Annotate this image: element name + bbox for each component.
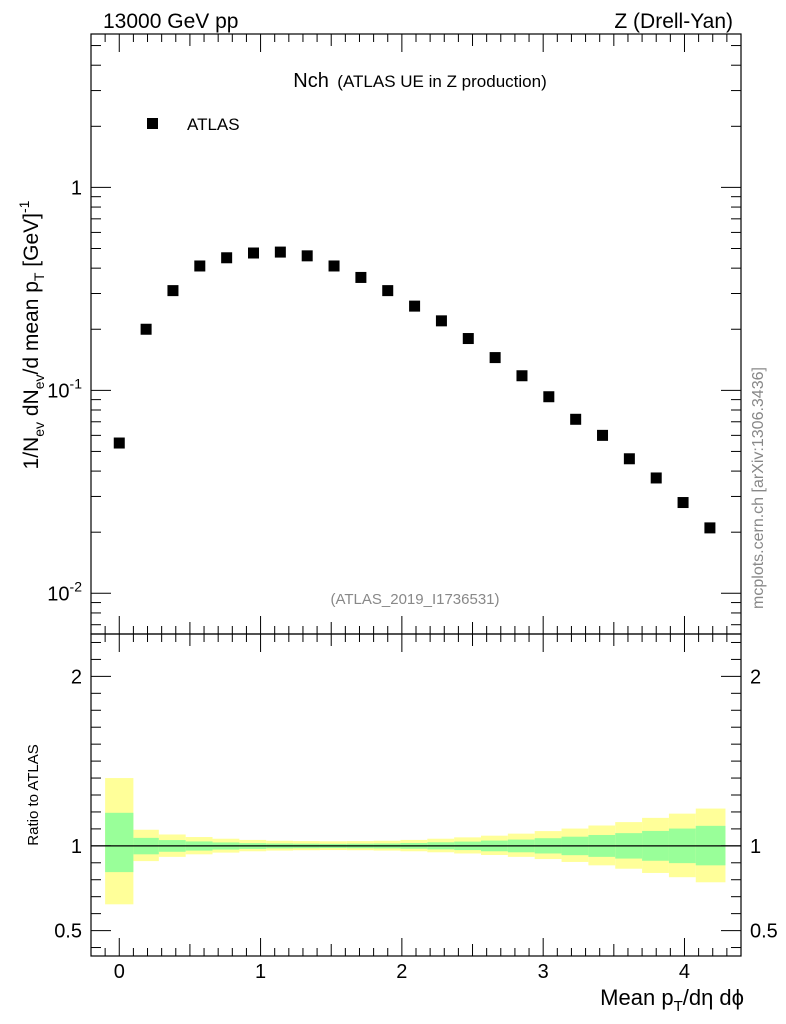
ratio-frame xyxy=(90,633,742,957)
data-point xyxy=(113,437,125,449)
ratio-y-tick-label-left: 0.5 xyxy=(54,921,82,943)
data-point xyxy=(221,252,233,264)
ratio-y-tick-label-left: 1 xyxy=(71,836,82,858)
ratio-y-tick-label-right: 0.5 xyxy=(750,921,778,943)
data-point xyxy=(355,271,367,283)
data-point xyxy=(462,333,474,345)
data-point xyxy=(704,522,716,534)
data-point xyxy=(597,429,609,441)
ratio-y-tick-label-right: 2 xyxy=(750,666,761,688)
side-label: mcplots.cern.ch [arXiv:1306.3436] xyxy=(750,367,767,609)
y-tick-label: 10-1 xyxy=(47,375,82,402)
x-axis-label: Mean pT/dη dϕ xyxy=(600,985,744,1015)
data-point xyxy=(194,260,206,272)
data-point xyxy=(248,247,259,259)
data-point xyxy=(516,370,528,382)
ratio-y-axis-label: Ratio to ATLAS xyxy=(25,744,42,845)
data-point xyxy=(650,472,662,484)
analysis-tag: (ATLAS_2019_I1736531) xyxy=(330,591,499,608)
plot-title-sub: (ATLAS UE in Z production) xyxy=(337,72,546,91)
ratio-band-inner xyxy=(105,812,134,873)
data-point xyxy=(167,285,179,297)
data-point xyxy=(409,300,421,312)
data-point xyxy=(435,315,447,327)
svg-text:1/Nev dNev/d mean pT [GeV]-1: 1/Nev dNev/d mean pT [GeV]-1 xyxy=(16,200,47,469)
x-tick-label: 1 xyxy=(255,961,266,983)
svg-text:mcplots.cern.ch [arXiv:1306.34: mcplots.cern.ch [arXiv:1306.3436] xyxy=(750,367,767,609)
data-point xyxy=(570,413,582,425)
x-tick-label: 3 xyxy=(538,961,549,983)
data-point xyxy=(677,497,689,509)
plot-title: Nch (ATLAS UE in Z production) xyxy=(293,70,546,92)
x-tick-label: 0 xyxy=(114,961,125,983)
ratio-y-tick-label-right: 1 xyxy=(750,836,761,858)
x-tick-label: 2 xyxy=(396,961,407,983)
x-tick-label: 4 xyxy=(679,961,690,983)
data-point xyxy=(301,250,313,262)
data-point xyxy=(489,352,501,364)
ratio-y-tick-label-left: 2 xyxy=(71,666,82,688)
y-tick-label: 10-2 xyxy=(47,578,82,605)
data-point xyxy=(328,260,340,272)
svg-text:Ratio to ATLAS: Ratio to ATLAS xyxy=(25,744,42,845)
legend-marker xyxy=(147,118,158,129)
data-point xyxy=(543,391,555,403)
header-left: 13000 GeV pp xyxy=(103,10,238,33)
main-y-axis-label: 1/Nev dNev/d mean pT [GeV]-1 xyxy=(16,200,47,469)
legend-label: ATLAS xyxy=(187,115,240,134)
plot-title-main: Nch xyxy=(293,70,329,92)
data-point xyxy=(140,323,152,335)
data-point xyxy=(623,453,635,465)
y-tick-label: 1 xyxy=(71,177,82,199)
data-point xyxy=(382,285,394,297)
header-right: Z (Drell-Yan) xyxy=(614,10,733,33)
chart-marks: 0 1 2 3 4 1 10-1 10-2 0.5 0.5 1 1 2 2 xyxy=(47,33,778,983)
data-point xyxy=(274,246,286,258)
